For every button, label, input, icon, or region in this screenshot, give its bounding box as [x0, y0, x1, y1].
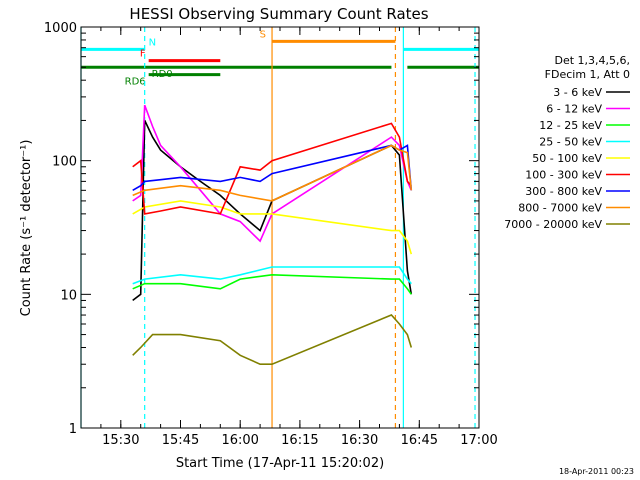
legend-entry-2: 12 - 25 keV — [539, 119, 602, 132]
x-tick-label-3: 16:15 — [281, 433, 318, 448]
legend-entry-6: 300 - 800 keV — [525, 185, 602, 198]
axes-layer: 15:30 15:45 16:00 16:15 16:30 16:45 17:00 1 10 10… — [44, 21, 498, 448]
series-line-8 — [132, 314, 413, 366]
y-axis-label: Count Rate (s⁻¹ detector⁻¹) — [19, 140, 34, 317]
x-axis-label: Start Time (17-Apr-11 15:20:02) — [176, 456, 384, 471]
x-tick-label-2: 16:00 — [221, 433, 258, 448]
legend-entry-8: 7000 - 20000 keV — [504, 218, 602, 231]
series-line-7 — [132, 144, 413, 202]
legend: Det 1,3,4,5,6,FDecim 1, Att 0 3 - 6 keV 6 … — [504, 54, 630, 231]
flag-label-s: S — [260, 29, 266, 40]
series-line-5 — [132, 122, 412, 215]
legend-entry-5: 100 - 300 keV — [525, 169, 602, 182]
legend-entry-7: 800 - 7000 keV — [518, 202, 602, 215]
legend-entry-3: 25 - 50 keV — [539, 136, 602, 149]
y-tick-label-1: 10 — [60, 288, 77, 303]
y-tick-label-2: 100 — [52, 155, 77, 170]
series-line-2 — [132, 273, 412, 295]
flag-label-rd6: RD6 — [125, 77, 146, 88]
series-layer — [132, 104, 413, 366]
chart-title: HESSI Observing Summary Count Rates — [129, 5, 428, 23]
legend-entry-0: 3 - 6 keV — [553, 86, 602, 99]
legend-entry-1: 6 - 12 keV — [546, 103, 602, 116]
flag-label-n: N — [149, 37, 156, 48]
series-line-4 — [132, 200, 413, 255]
x-tick-label-5: 16:45 — [401, 433, 438, 448]
flag-layer: NSFRD0RD6 — [81, 29, 479, 88]
flag-label-f: F — [140, 49, 146, 60]
legend-title-0: Det 1,3,4,5,6, — [554, 54, 630, 67]
x-tick-label-0: 15:30 — [102, 433, 139, 448]
legend-entry-4: 50 - 100 keV — [532, 152, 602, 165]
footer-timestamp: 18-Apr-2011 00:23 — [558, 467, 634, 476]
series-line-3 — [132, 266, 412, 285]
x-tick-label-1: 15:45 — [162, 433, 199, 448]
legend-title-1: FDecim 1, Att 0 — [545, 68, 630, 81]
y-tick-label-0: 1 — [69, 422, 77, 437]
series-line-0 — [132, 120, 413, 302]
y-tick-label-3: 1000 — [44, 21, 77, 36]
x-tick-label-6: 17:00 — [460, 433, 497, 448]
x-tick-label-4: 16:30 — [341, 433, 378, 448]
